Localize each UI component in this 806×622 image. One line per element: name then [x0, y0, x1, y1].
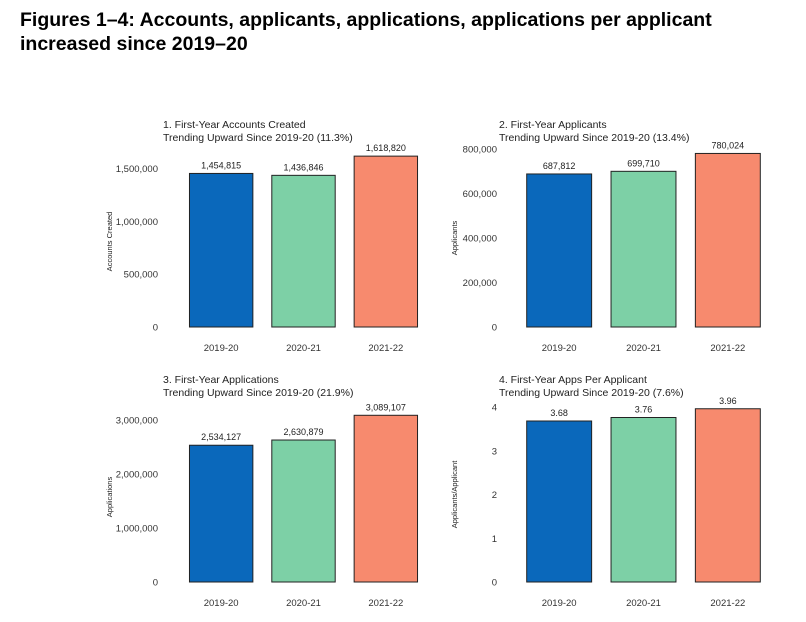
y-axis-label: Applicants [450, 220, 459, 255]
y-axis-label: Applicants/Applicant [450, 460, 459, 528]
bar-2020-21 [610, 170, 677, 328]
chart-subtitle: Trending Upward Since 2019-20 (11.3%) [163, 132, 353, 144]
bar-2020-21 [271, 174, 336, 328]
bar-2021-22 [694, 408, 761, 583]
y-tick-label: 800,000 [463, 145, 497, 156]
y-tick-label: 0 [153, 323, 158, 334]
y-tick-label: 1,000,000 [116, 217, 158, 228]
chart-subtitle: Trending Upward Since 2019-20 (13.4%) [499, 132, 689, 144]
y-axis-label: Applications [105, 477, 114, 518]
page-title: Figures 1–4: Accounts, applicants, appli… [20, 9, 712, 55]
chart-title: 1. First-Year Accounts Created [163, 119, 306, 131]
data-label: 1,618,820 [366, 143, 406, 153]
y-tick-label: 4 [492, 403, 497, 414]
x-tick-label: 2020-21 [626, 343, 661, 354]
y-tick-label: 1,000,000 [116, 524, 158, 535]
x-tick-label: 2021-22 [710, 343, 745, 354]
chart-apps-per-applicant: 4. First-Year Apps Per Applicant Trending… [440, 367, 780, 617]
data-label: 3.96 [719, 396, 737, 406]
x-tick-label: 2020-21 [626, 598, 661, 609]
x-tick-label: 2021-22 [368, 343, 403, 354]
y-tick-label: 3 [492, 446, 497, 457]
y-tick-label: 0 [492, 323, 497, 334]
x-tick-label: 2019-20 [542, 343, 577, 354]
chart-subtitle: Trending Upward Since 2019-20 (7.6%) [499, 387, 684, 399]
data-label: 1,436,846 [283, 162, 323, 172]
y-tick-label: 2,000,000 [116, 470, 158, 481]
data-label: 3,089,107 [366, 402, 406, 412]
bar-2019-20 [526, 173, 593, 328]
data-label: 687,812 [543, 161, 576, 171]
data-label: 699,710 [627, 158, 660, 168]
bar-2019-20 [188, 172, 254, 328]
bar-2019-20 [526, 420, 593, 583]
y-axis-label: Accounts Created [105, 212, 114, 272]
y-tick-label: 400,000 [463, 234, 497, 245]
x-tick-label: 2019-20 [204, 598, 239, 609]
bar-2021-22 [694, 152, 761, 328]
y-tick-label: 0 [153, 578, 158, 589]
chart-title: 2. First-Year Applicants [499, 119, 607, 131]
x-tick-label: 2021-22 [710, 598, 745, 609]
y-tick-label: 600,000 [463, 189, 497, 200]
chart-title: 4. First-Year Apps Per Applicant [499, 374, 647, 386]
chart-subtitle: Trending Upward Since 2019-20 (21.9%) [163, 387, 353, 399]
y-tick-label: 1,500,000 [116, 164, 158, 175]
chart-accounts-created: 1. First-Year Accounts Created Trending U… [100, 112, 430, 362]
chart-title: 3. First-Year Applications [163, 374, 279, 386]
y-tick-label: 1 [492, 534, 497, 545]
bar-2020-21 [610, 417, 677, 583]
data-label: 3.68 [550, 408, 568, 418]
x-tick-label: 2019-20 [542, 598, 577, 609]
chart-applications: 3. First-Year Applications Trending Upwar… [100, 367, 430, 617]
y-tick-label: 2 [492, 490, 497, 501]
bar-2019-20 [188, 444, 254, 583]
bar-2021-22 [353, 414, 419, 583]
y-tick-label: 0 [492, 578, 497, 589]
chart-4-svg: 4. First-Year Apps Per ApplicantTrending… [450, 374, 761, 609]
y-tick-label: 500,000 [124, 270, 158, 281]
bar-2021-22 [353, 155, 419, 328]
data-label: 1,454,815 [201, 160, 241, 170]
x-tick-label: 2020-21 [286, 598, 321, 609]
data-label: 780,024 [712, 140, 745, 150]
x-tick-label: 2019-20 [204, 343, 239, 354]
data-label: 2,534,127 [201, 432, 241, 442]
x-tick-label: 2020-21 [286, 343, 321, 354]
y-tick-label: 3,000,000 [116, 416, 158, 427]
y-tick-label: 200,000 [463, 278, 497, 289]
data-label: 3.76 [635, 405, 653, 415]
bar-2020-21 [271, 439, 336, 583]
data-label: 2,630,879 [283, 427, 323, 437]
x-tick-label: 2021-22 [368, 598, 403, 609]
chart-applicants: 2. First-Year Applicants Trending Upward … [440, 112, 780, 362]
